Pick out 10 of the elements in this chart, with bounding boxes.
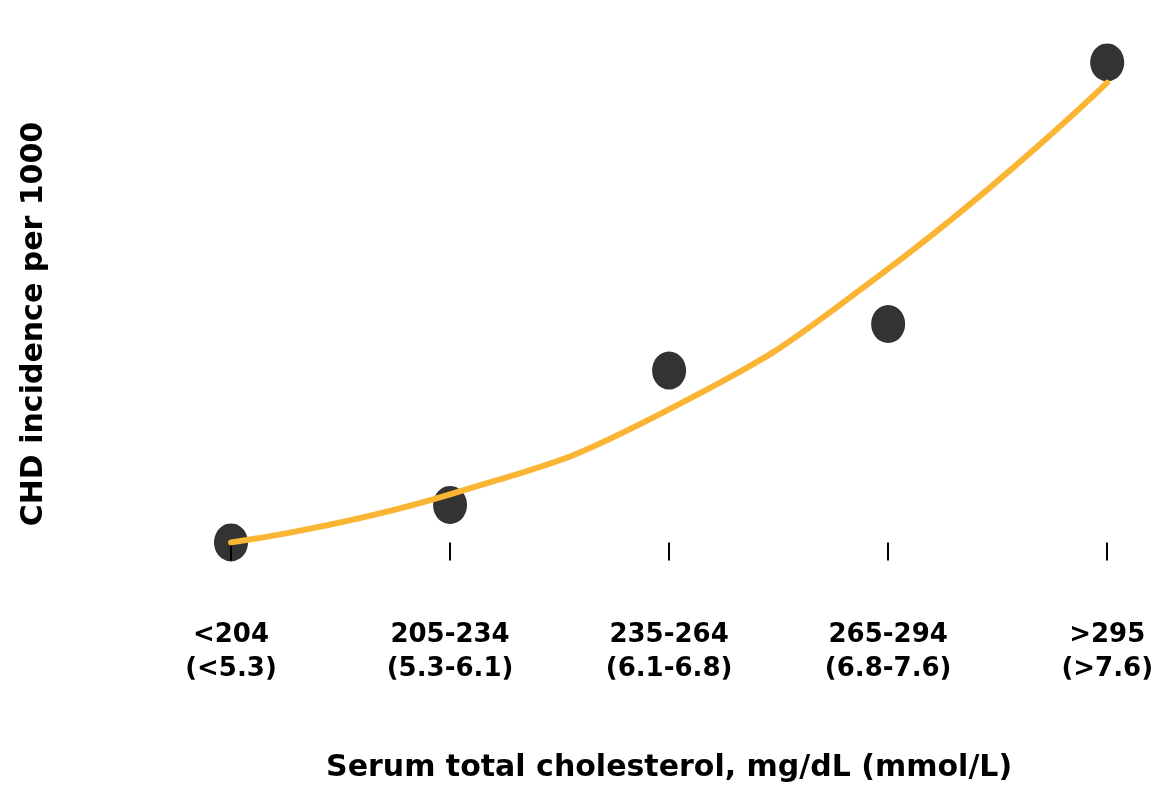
point (652, 351, 687, 390)
x-tick-label: 205-234 (5.3-6.1) (386, 618, 514, 682)
point (1090, 43, 1125, 82)
y-axis-title: CHD incidence per 1000 (13, 121, 49, 527)
x-tick-label: 235-264 (6.1-6.8) (605, 618, 733, 682)
x-tick-label: <204 (<5.3) (185, 618, 277, 682)
x-axis-title: Serum total cholesterol, mg/dL (mmol/L) (326, 747, 1013, 783)
x-tick-label: >295 (>7.6) (1061, 618, 1153, 682)
point (871, 305, 906, 343)
x-tick-label: 265-294 (6.8-7.6) (824, 618, 952, 682)
